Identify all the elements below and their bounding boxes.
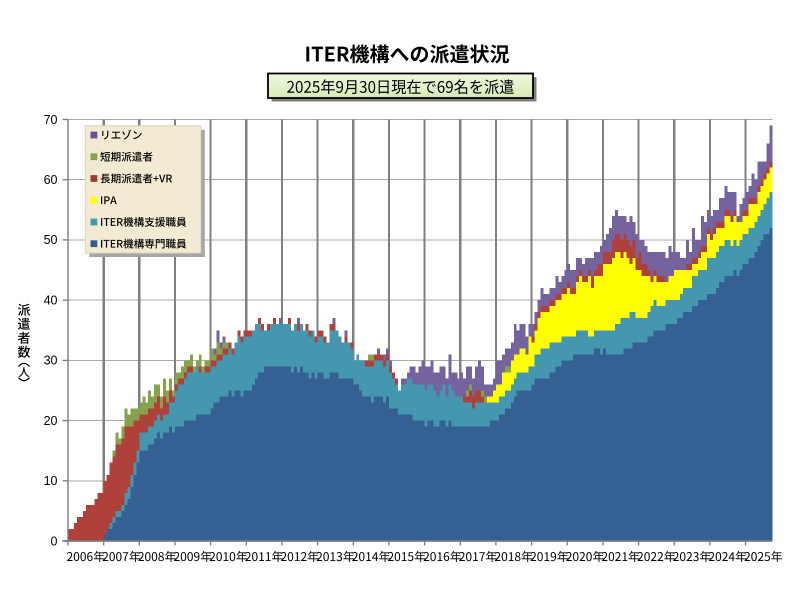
svg-text:0: 0 (51, 534, 58, 548)
svg-text:10: 10 (44, 474, 58, 488)
svg-text:50: 50 (44, 233, 58, 247)
svg-text:60: 60 (44, 173, 58, 187)
svg-text:40: 40 (44, 294, 58, 308)
svg-text:70: 70 (44, 113, 58, 127)
svg-text:30: 30 (44, 354, 58, 368)
svg-text:20: 20 (44, 414, 58, 428)
